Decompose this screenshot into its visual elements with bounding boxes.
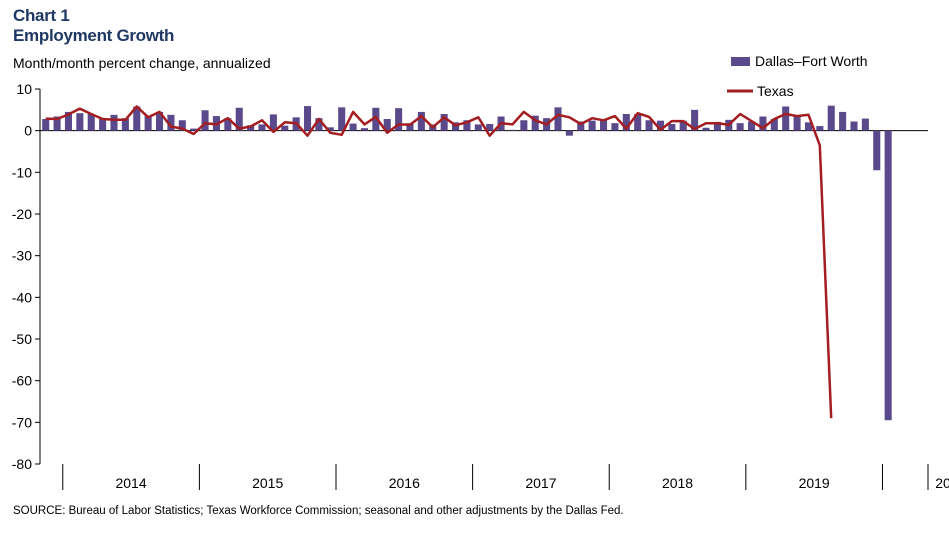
- chart-title: Employment Growth: [13, 26, 175, 45]
- chart-title-line1: Chart 1: [13, 6, 70, 25]
- x-year-label: 2016: [389, 475, 420, 491]
- dfw-bar: [804, 122, 812, 131]
- dfw-bar: [281, 125, 289, 131]
- y-tick-label: -80: [12, 456, 32, 472]
- dfw-bar: [99, 119, 107, 131]
- legend-texas-label: Texas: [757, 83, 794, 99]
- texas-line: [45, 105, 833, 419]
- legend: Dallas–Fort Worth Texas: [727, 53, 868, 99]
- dfw-bar: [588, 120, 596, 131]
- x-year-label: 2014: [115, 475, 146, 491]
- dfw-bar: [884, 130, 892, 421]
- y-axis-units-label: Month/month percent change, annualized: [13, 55, 271, 71]
- dfw-bar: [873, 130, 881, 171]
- dfw-bar: [133, 106, 141, 131]
- employment-growth-chart: 10 0 -10 -20 -30 -40 -50 -60 -70 -80 2014 2015 2016 2…: [12, 53, 949, 491]
- y-tick-label: -50: [12, 331, 32, 347]
- y-tick-label: 10: [16, 81, 32, 97]
- x-year-label: 2018: [662, 475, 693, 491]
- dfw-bar: [782, 106, 790, 131]
- dfw-bar: [565, 130, 573, 136]
- dfw-bar: [417, 111, 425, 131]
- source-note: SOURCE: Bureau of Labor Statistics; Texa…: [13, 505, 624, 517]
- texas-line-path: [45, 105, 833, 419]
- dfw-bar: [156, 111, 164, 131]
- dfw-bar: [269, 114, 277, 131]
- x-year-label: 2020: [935, 475, 949, 491]
- dfw-bar: [793, 116, 801, 131]
- dfw-bar: [395, 108, 403, 131]
- dfw-bar: [827, 105, 835, 131]
- dfw-bar: [178, 120, 186, 131]
- dfw-bar: [64, 111, 72, 131]
- dfw-bar: [531, 115, 539, 131]
- dfw-bar: [520, 120, 528, 131]
- dfw-bar: [463, 120, 471, 131]
- dfw-bar: [144, 116, 152, 131]
- dfw-bar: [611, 123, 619, 131]
- dfw-bar: [861, 118, 869, 131]
- dfw-bar: [372, 107, 380, 131]
- y-tick-label: 0: [24, 123, 32, 139]
- dfw-bars: [42, 105, 892, 421]
- axes: 10 0 -10 -20 -30 -40 -50 -60 -70 -80 2014 2015 2016 2…: [12, 81, 949, 491]
- dfw-bar: [440, 114, 448, 131]
- dfw-bar: [691, 109, 699, 131]
- dfw-bar: [816, 126, 824, 131]
- dfw-bar: [383, 119, 391, 131]
- y-tick-label: -10: [12, 164, 32, 180]
- y-tick-label: -60: [12, 373, 32, 389]
- dfw-bar: [190, 128, 198, 131]
- dfw-bar: [679, 120, 687, 131]
- dfw-bar: [338, 107, 346, 131]
- dfw-bar: [770, 119, 778, 131]
- dfw-bar: [736, 123, 744, 131]
- dfw-bar: [201, 110, 209, 131]
- dfw-bar: [634, 114, 642, 131]
- dfw-bar: [258, 124, 266, 131]
- dfw-bar: [486, 124, 494, 131]
- dfw-bar: [110, 114, 118, 131]
- dfw-bar: [406, 123, 414, 131]
- dfw-bar: [622, 114, 630, 131]
- dfw-bar: [349, 123, 357, 131]
- y-tick-label: -70: [12, 414, 32, 430]
- dfw-bar: [326, 127, 334, 131]
- y-tick-label: -30: [12, 248, 32, 264]
- dfw-bar: [748, 121, 756, 131]
- legend-dfw-swatch: [731, 57, 750, 66]
- dfw-bar: [315, 118, 323, 131]
- dfw-bar: [235, 107, 243, 131]
- dfw-bar: [474, 124, 482, 131]
- dfw-bar: [508, 129, 516, 131]
- x-year-label: 2015: [252, 475, 283, 491]
- dfw-bar: [87, 114, 95, 131]
- dfw-bar: [656, 120, 664, 131]
- dfw-bar: [645, 120, 653, 131]
- dfw-bar: [247, 125, 255, 131]
- dfw-bar: [668, 124, 676, 131]
- dfw-bar: [224, 118, 232, 131]
- dfw-bar: [304, 106, 312, 131]
- dfw-bar: [850, 121, 858, 131]
- dfw-bar: [76, 113, 84, 131]
- legend-dfw-label: Dallas–Fort Worth: [755, 53, 868, 69]
- dfw-bar: [577, 121, 585, 131]
- y-tick-label: -20: [12, 206, 32, 222]
- dfw-bar: [702, 127, 710, 131]
- dfw-bar: [554, 107, 562, 131]
- x-year-label: 2017: [525, 475, 556, 491]
- x-year-label: 2019: [799, 475, 830, 491]
- dfw-bar: [713, 121, 721, 131]
- dfw-bar: [839, 111, 847, 131]
- dfw-bar: [759, 116, 767, 131]
- dfw-bar: [167, 114, 175, 131]
- dfw-bar: [121, 118, 129, 131]
- y-tick-label: -40: [12, 289, 32, 305]
- dfw-bar: [53, 116, 61, 131]
- dfw-bar: [600, 119, 608, 131]
- dfw-bar: [42, 119, 50, 131]
- dfw-bar: [360, 128, 368, 131]
